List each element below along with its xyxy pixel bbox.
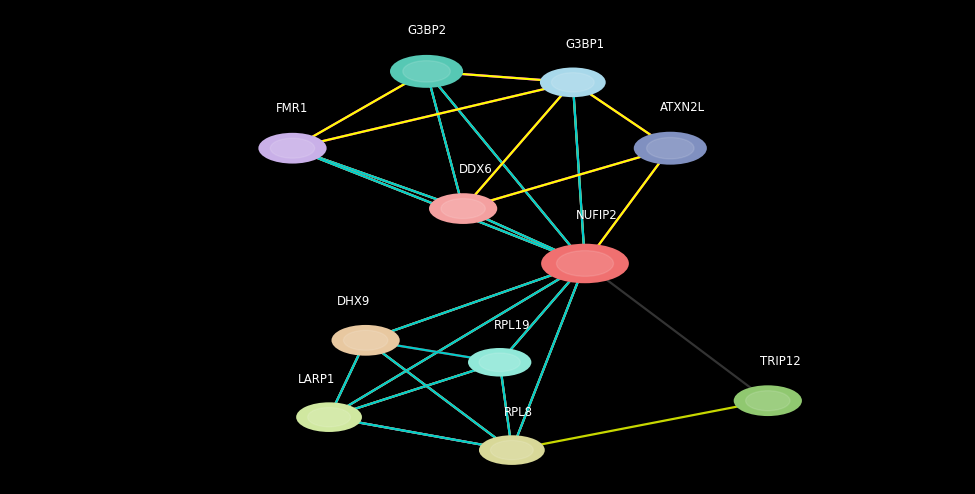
Text: TRIP12: TRIP12 xyxy=(760,355,800,369)
Text: G3BP2: G3BP2 xyxy=(407,24,447,37)
Text: RPL19: RPL19 xyxy=(493,319,530,332)
Circle shape xyxy=(540,68,605,97)
Text: NUFIP2: NUFIP2 xyxy=(576,209,618,222)
Circle shape xyxy=(308,408,350,427)
Circle shape xyxy=(557,250,613,276)
Circle shape xyxy=(479,435,545,465)
Circle shape xyxy=(270,138,315,158)
Circle shape xyxy=(343,330,388,350)
Text: ATXN2L: ATXN2L xyxy=(660,101,705,114)
Text: DHX9: DHX9 xyxy=(336,295,370,308)
Circle shape xyxy=(734,385,802,416)
Circle shape xyxy=(390,55,463,88)
Circle shape xyxy=(634,132,707,165)
Circle shape xyxy=(746,391,790,411)
Text: FMR1: FMR1 xyxy=(276,102,309,115)
Circle shape xyxy=(403,61,450,82)
Circle shape xyxy=(479,353,521,371)
Text: RPL8: RPL8 xyxy=(503,406,532,419)
Circle shape xyxy=(490,441,533,460)
Circle shape xyxy=(258,133,327,164)
Circle shape xyxy=(468,348,531,376)
Circle shape xyxy=(541,244,629,283)
Circle shape xyxy=(552,73,594,92)
Circle shape xyxy=(429,193,497,224)
Circle shape xyxy=(441,199,486,218)
Text: LARP1: LARP1 xyxy=(298,373,335,386)
Text: DDX6: DDX6 xyxy=(458,163,492,176)
Circle shape xyxy=(332,325,400,356)
Circle shape xyxy=(646,137,694,159)
Circle shape xyxy=(296,402,362,432)
Text: G3BP1: G3BP1 xyxy=(566,38,604,51)
